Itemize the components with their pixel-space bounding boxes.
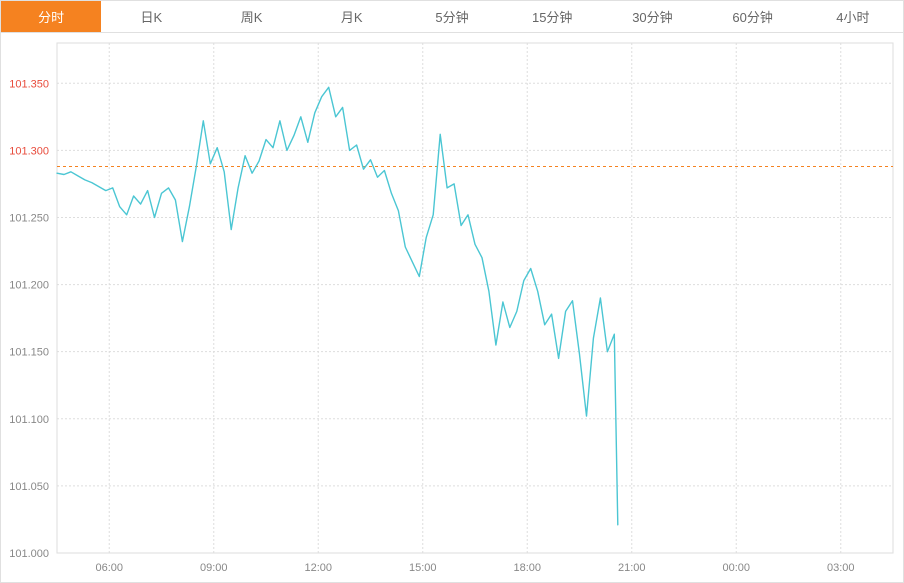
- svg-text:09:00: 09:00: [200, 562, 228, 574]
- svg-text:03:00: 03:00: [827, 562, 855, 574]
- tab-15min[interactable]: 15分钟: [502, 1, 602, 32]
- tab-intraday[interactable]: 分时: [1, 1, 101, 32]
- svg-text:101.000: 101.000: [9, 548, 49, 560]
- svg-text:06:00: 06:00: [95, 562, 123, 574]
- tab-4hour[interactable]: 4小时: [803, 1, 903, 32]
- svg-text:101.350: 101.350: [9, 78, 49, 90]
- tab-30min[interactable]: 30分钟: [602, 1, 702, 32]
- svg-text:101.050: 101.050: [9, 481, 49, 493]
- svg-text:15:00: 15:00: [409, 562, 437, 574]
- svg-text:101.150: 101.150: [9, 347, 49, 359]
- price-chart[interactable]: 101.000 101.050 101.100 101.150 101.200 101.2…: [1, 33, 903, 582]
- svg-text:21:00: 21:00: [618, 562, 646, 574]
- tab-weekly-k[interactable]: 周K: [201, 1, 301, 32]
- tab-5min[interactable]: 5分钟: [402, 1, 502, 32]
- tab-daily-k[interactable]: 日K: [101, 1, 201, 32]
- svg-text:101.300: 101.300: [9, 145, 49, 157]
- svg-text:101.250: 101.250: [9, 212, 49, 224]
- tab-60min[interactable]: 60分钟: [703, 1, 803, 32]
- timeframe-tab-bar: 分时 日K 周K 月K 5分钟 15分钟 30分钟 60分钟 4小时: [1, 1, 903, 33]
- svg-text:12:00: 12:00: [304, 562, 332, 574]
- tab-monthly-k[interactable]: 月K: [302, 1, 402, 32]
- svg-text:101.100: 101.100: [9, 414, 49, 426]
- svg-text:00:00: 00:00: [722, 562, 750, 574]
- svg-text:101.200: 101.200: [9, 280, 49, 292]
- chart-container: 分时 日K 周K 月K 5分钟 15分钟 30分钟 60分钟 4小时 101.0…: [0, 0, 904, 583]
- svg-text:18:00: 18:00: [513, 562, 541, 574]
